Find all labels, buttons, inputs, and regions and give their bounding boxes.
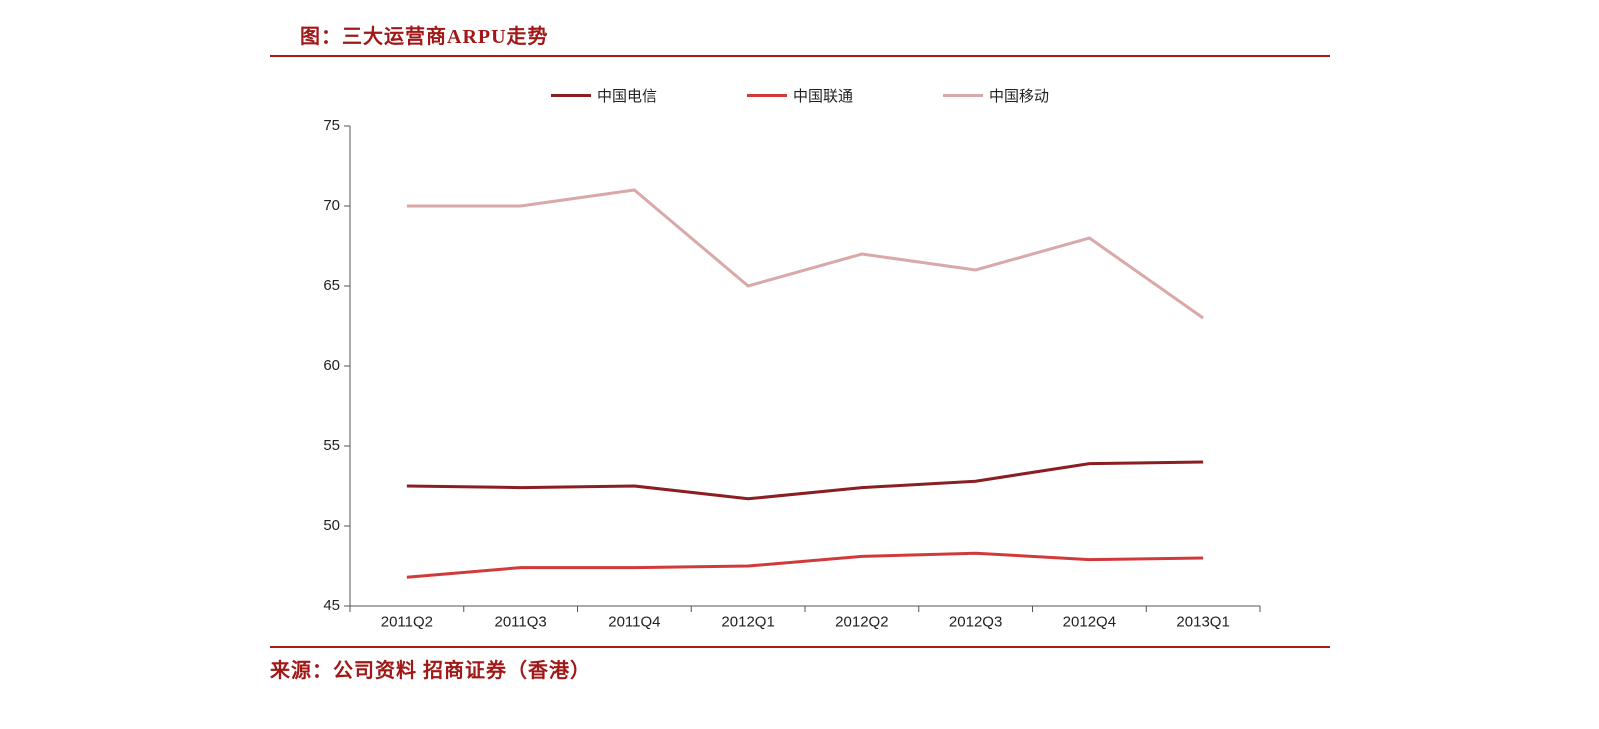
legend-item: 中国联通 bbox=[747, 85, 853, 106]
y-tick-label: 75 bbox=[323, 117, 340, 134]
y-tick-label: 55 bbox=[323, 437, 340, 454]
series-line bbox=[407, 462, 1203, 499]
x-tick-label: 2011Q2 bbox=[381, 613, 433, 630]
x-tick-label: 2011Q4 bbox=[608, 613, 660, 630]
legend-swatch bbox=[943, 94, 983, 97]
legend: 中国电信 中国联通 中国移动 bbox=[270, 57, 1330, 116]
series-line bbox=[407, 553, 1203, 577]
y-tick-label: 70 bbox=[323, 197, 340, 214]
y-tick-label: 60 bbox=[323, 357, 340, 374]
x-tick-label: 2012Q2 bbox=[835, 613, 888, 630]
y-tick-label: 45 bbox=[323, 597, 340, 614]
x-tick-label: 2011Q3 bbox=[494, 613, 546, 630]
series-line bbox=[407, 190, 1203, 318]
legend-label: 中国电信 bbox=[597, 85, 657, 106]
chart-title: 图：三大运营商ARPU走势 bbox=[270, 26, 549, 48]
legend-item: 中国电信 bbox=[551, 85, 657, 106]
legend-item: 中国移动 bbox=[943, 85, 1049, 106]
line-chart: 45 50 55 60 65 70 75 2011Q2 2011Q3 2011Q4 2012Q1 20… bbox=[290, 116, 1290, 646]
legend-swatch bbox=[551, 94, 591, 97]
x-tick-label: 2012Q3 bbox=[949, 613, 1002, 630]
y-tick-label: 50 bbox=[323, 517, 340, 534]
legend-label: 中国移动 bbox=[989, 85, 1049, 106]
x-tick-label: 2013Q1 bbox=[1176, 613, 1229, 630]
chart-source: 来源：公司资料 招商证券（香港） bbox=[270, 660, 591, 682]
chart-svg: 45 50 55 60 65 70 75 2011Q2 2011Q3 2011Q4 2012Q1 20… bbox=[290, 116, 1290, 646]
legend-label: 中国联通 bbox=[793, 85, 853, 106]
x-tick-label: 2012Q4 bbox=[1063, 613, 1116, 630]
x-tick-label: 2012Q1 bbox=[721, 613, 774, 630]
legend-swatch bbox=[747, 94, 787, 97]
y-tick-label: 65 bbox=[323, 277, 340, 294]
